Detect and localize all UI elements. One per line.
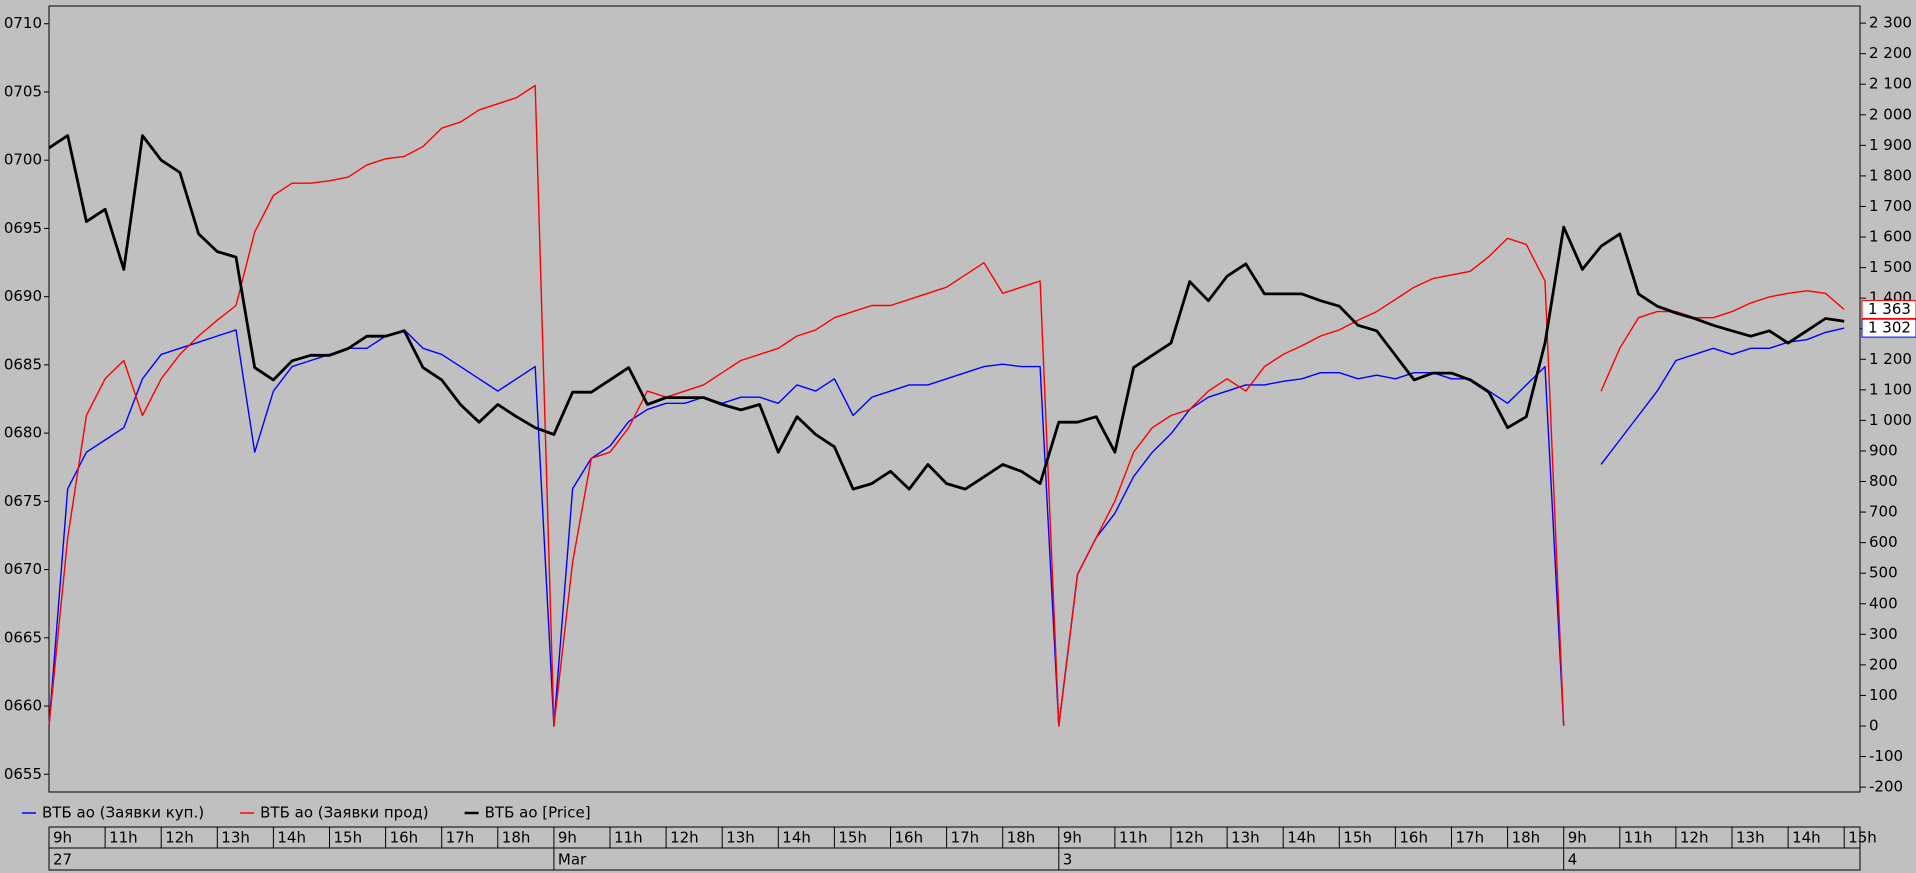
- plot-area: [48, 5, 1861, 793]
- x-tick-label: 11h: [614, 829, 643, 847]
- y-tick-label: 0685: [4, 355, 42, 373]
- y2-tick-label: 200: [1869, 655, 1898, 673]
- x-tick-label: 18h: [502, 829, 531, 847]
- y-tick-label: 0695: [4, 219, 42, 237]
- x-tick-label: 12h: [165, 829, 194, 847]
- x-tick-label: 14h: [1287, 829, 1316, 847]
- x-tick-label: 15h: [1343, 829, 1372, 847]
- y2-tick-label: 1 700: [1869, 197, 1912, 215]
- y2-tick-label: 300: [1869, 625, 1898, 643]
- legend-label: ВТБ ао [Price]: [485, 804, 591, 822]
- x-tick-label: 17h: [951, 829, 980, 847]
- y2-tick-label: 1 900: [1869, 136, 1912, 154]
- day-label: 27: [53, 851, 72, 869]
- y2-tick-label: 900: [1869, 441, 1898, 459]
- x-tick-label: 18h: [1007, 829, 1036, 847]
- x-tick-label: 9h: [1568, 829, 1587, 847]
- legend-label: ВТБ ао (Заявки куп.): [42, 804, 204, 822]
- x-tick-label: 9h: [558, 829, 577, 847]
- y2-tick-label: 700: [1869, 503, 1898, 521]
- y2-tick-label: 400: [1869, 594, 1898, 612]
- day-label: Mar: [558, 851, 587, 869]
- legend-label: ВТБ ао (Заявки прод): [260, 804, 428, 822]
- x-tick-label: 13h: [1231, 829, 1260, 847]
- y-tick-label: 0655: [4, 765, 42, 783]
- x-tick-label: 9h: [53, 829, 72, 847]
- x-tick-label: 15h: [1848, 829, 1877, 847]
- x-tick-label: 12h: [670, 829, 699, 847]
- x-tick-label: 13h: [1736, 829, 1765, 847]
- x-tick-label: 16h: [390, 829, 419, 847]
- day-label: 4: [1568, 851, 1578, 869]
- x-tick-label: 14h: [782, 829, 811, 847]
- last-value-label: 1 302: [1868, 319, 1911, 337]
- y2-tick-label: 0: [1869, 716, 1879, 734]
- x-tick-label: 17h: [1456, 829, 1485, 847]
- y2-tick-label: 1 200: [1869, 350, 1912, 368]
- last-value-box: [1861, 318, 1916, 338]
- x-tick-label: 18h: [1512, 829, 1541, 847]
- x-tick-label: 13h: [221, 829, 250, 847]
- x-tick-label: 15h: [334, 829, 363, 847]
- y2-tick-label: 2 300: [1869, 14, 1912, 32]
- x-tick-label: 14h: [277, 829, 306, 847]
- series-line: [48, 84, 1845, 727]
- y2-tick-label: 2 000: [1869, 105, 1912, 123]
- y2-tick-label: 100: [1869, 686, 1898, 704]
- y2-tick-label: 2 100: [1869, 75, 1912, 93]
- y-tick-label: 0675: [4, 492, 42, 510]
- y2-tick-label: 1 600: [1869, 228, 1912, 246]
- series-line: [48, 327, 1845, 727]
- x-tick-label: 12h: [1680, 829, 1709, 847]
- y2-tick-label: 800: [1869, 472, 1898, 490]
- y2-tick-label: 2 200: [1869, 44, 1912, 62]
- y2-tick-label: 1 500: [1869, 258, 1912, 276]
- y-tick-label: 0700: [4, 151, 42, 169]
- x-tick-label: 17h: [446, 829, 475, 847]
- x-tick-label: 11h: [1624, 829, 1653, 847]
- x-tick-label: 11h: [109, 829, 138, 847]
- day-label: 3: [1063, 851, 1073, 869]
- x-tick-label: 11h: [1119, 829, 1148, 847]
- y-tick-label: 0680: [4, 424, 42, 442]
- x-tick-label: 13h: [726, 829, 755, 847]
- y2-tick-label: 500: [1869, 564, 1898, 582]
- y2-tick-label: 600: [1869, 533, 1898, 551]
- y2-tick-label: -100: [1869, 747, 1903, 765]
- y2-tick-label: -200: [1869, 778, 1903, 796]
- y-tick-label: 0660: [4, 697, 42, 715]
- y-tick-label: 0705: [4, 82, 42, 100]
- y2-tick-label: 1 000: [1869, 411, 1912, 429]
- y-tick-label: 0690: [4, 287, 42, 305]
- y-tick-label: 0670: [4, 560, 42, 578]
- y2-tick-label: 1 800: [1869, 166, 1912, 184]
- x-tick-label: 15h: [838, 829, 867, 847]
- series-line: [48, 134, 1845, 491]
- last-value-label: 1 363: [1868, 300, 1911, 318]
- y-tick-label: 0710: [4, 14, 42, 32]
- y-tick-label: 0665: [4, 628, 42, 646]
- x-tick-label: 12h: [1175, 829, 1204, 847]
- x-tick-label: 16h: [1399, 829, 1428, 847]
- y2-tick-label: 1 100: [1869, 380, 1912, 398]
- last-value-box: [1861, 299, 1916, 319]
- x-tick-label: 9h: [1063, 829, 1082, 847]
- x-tick-label: 14h: [1792, 829, 1821, 847]
- x-tick-label: 16h: [895, 829, 924, 847]
